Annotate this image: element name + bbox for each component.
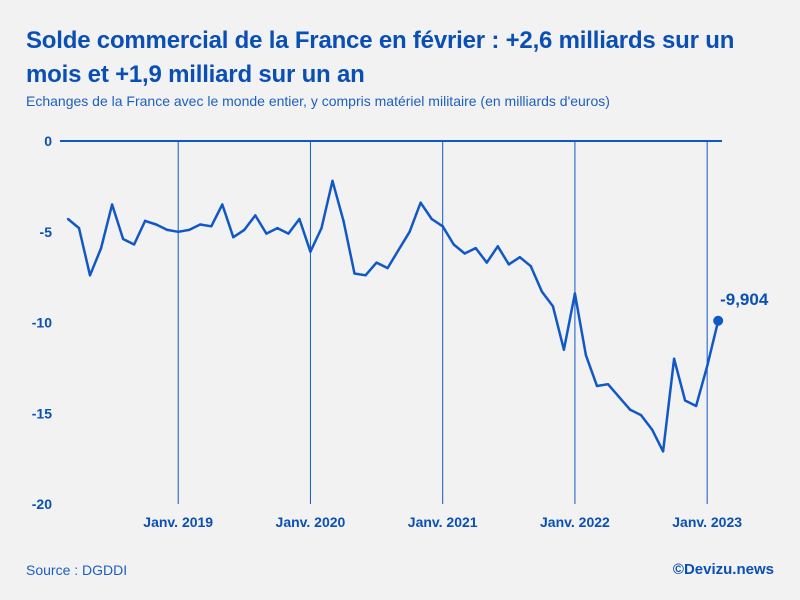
data-point	[441, 225, 444, 228]
data-point	[540, 290, 544, 293]
chart-title: Solde commercial de la France en février…	[26, 27, 735, 88]
data-point	[672, 357, 676, 360]
data-point	[430, 217, 433, 221]
y-tick-label: -15	[32, 405, 52, 421]
data-point	[66, 217, 70, 221]
data-point	[298, 217, 301, 221]
data-point	[496, 245, 499, 248]
data-point	[276, 226, 279, 230]
data-points	[66, 179, 720, 453]
data-point	[77, 226, 81, 230]
data-point	[177, 230, 180, 233]
data-point	[143, 219, 147, 223]
data-point	[265, 232, 268, 235]
series-line-solde	[67, 179, 720, 453]
data-point	[452, 243, 455, 246]
data-point	[474, 246, 477, 250]
data-point	[650, 428, 654, 431]
data-point	[88, 274, 92, 277]
data-point	[573, 292, 577, 295]
data-point	[243, 228, 246, 232]
gridlines	[60, 140, 722, 504]
data-point	[287, 232, 290, 235]
x-tick-label: Janv. 2020	[276, 514, 346, 530]
data-point	[342, 219, 345, 223]
source-note: Source : DGDDI	[26, 562, 128, 578]
x-axis-labels: Janv. 2019 Janv. 2020 Janv. 2021 Janv. 2022…	[143, 514, 742, 530]
data-point	[419, 201, 422, 204]
data-point	[199, 223, 202, 226]
data-point	[485, 261, 488, 264]
data-point	[397, 248, 400, 252]
y-tick-label: -10	[32, 315, 52, 331]
data-point	[165, 228, 169, 232]
data-point	[132, 243, 136, 246]
data-point	[309, 250, 312, 253]
data-point	[628, 408, 632, 411]
data-point	[463, 252, 466, 255]
data-point	[606, 383, 610, 386]
data-point	[121, 237, 125, 241]
data-point	[562, 348, 566, 351]
data-point	[331, 179, 334, 183]
y-tick-label: 0	[44, 133, 52, 149]
data-point	[661, 450, 665, 453]
data-point	[320, 226, 323, 230]
data-point	[210, 225, 213, 228]
data-point	[408, 230, 411, 233]
data-point	[386, 266, 389, 270]
data-point	[507, 263, 510, 266]
data-point	[518, 255, 522, 259]
data-point	[551, 304, 555, 308]
data-point	[353, 272, 356, 275]
last-value-label: -9,904	[720, 290, 769, 309]
y-axis-labels: 0 -5 -10 -15 -20	[32, 133, 52, 512]
x-tick-label: Janv. 2021	[408, 514, 478, 530]
data-point	[584, 353, 588, 357]
data-point	[529, 265, 533, 268]
data-point	[617, 395, 621, 399]
data-point	[595, 384, 599, 388]
data-point	[188, 228, 191, 232]
data-point	[232, 235, 235, 239]
data-point	[99, 246, 103, 250]
data-point	[254, 214, 257, 217]
data-point	[683, 399, 687, 402]
data-point	[154, 223, 158, 226]
x-tick-label: Janv. 2019	[143, 514, 213, 530]
last-point-marker	[713, 315, 724, 326]
y-tick-label: -20	[32, 496, 52, 512]
data-point	[364, 274, 367, 277]
data-point	[375, 261, 378, 264]
data-point	[110, 203, 114, 206]
data-point	[639, 413, 643, 417]
y-tick-label: -5	[40, 224, 53, 240]
x-tick-label: Janv. 2022	[540, 514, 610, 530]
data-point	[694, 404, 698, 408]
data-point	[705, 364, 709, 368]
x-tick-label: Janv. 2023	[672, 514, 742, 530]
chart-subtitle: Echanges de la France avec le monde enti…	[26, 93, 610, 109]
data-point	[221, 203, 224, 206]
brand-credit: ©Devizu.news	[672, 561, 774, 578]
